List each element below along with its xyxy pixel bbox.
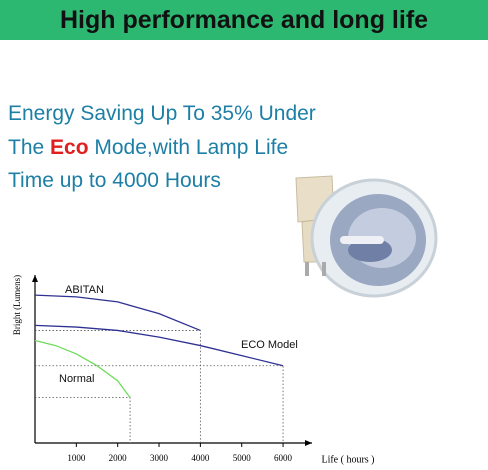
guide-line: [35, 330, 201, 443]
header-title: High performance and long life: [0, 0, 488, 40]
lamp: [295, 175, 438, 298]
highlight: Eco: [50, 136, 89, 159]
x-axis-label: Life ( hours ): [321, 454, 374, 465]
legend-label: Normal: [59, 373, 94, 385]
x-tick-label: 6000: [274, 453, 293, 463]
x-tick-label: 2000: [109, 453, 128, 463]
series-line: [34, 339, 131, 399]
x-tick-label: 5000: [233, 453, 252, 463]
legend-label: ABITAN: [65, 284, 104, 296]
x-tick-label: 4000: [191, 453, 210, 463]
arrow: [305, 440, 312, 446]
text-line: Energy Saving Up To 35% Under: [8, 102, 316, 125]
series-line: [34, 324, 284, 367]
series-line: [34, 294, 201, 332]
legend-label: ECO Model: [241, 339, 298, 351]
text-line: Time up to 4000 Hours: [8, 169, 221, 192]
guide-line: [35, 397, 131, 443]
text-part: Mode,with Lamp Life: [88, 136, 289, 159]
x-tick-label: 1000: [67, 453, 86, 463]
text-part: The: [8, 136, 51, 159]
text-line: The Eco Mode,with Lamp Life: [8, 136, 288, 160]
arrow: [32, 275, 38, 282]
y-axis-label: Bright (Lumens): [12, 275, 22, 335]
x-tick-label: 3000: [150, 453, 169, 463]
